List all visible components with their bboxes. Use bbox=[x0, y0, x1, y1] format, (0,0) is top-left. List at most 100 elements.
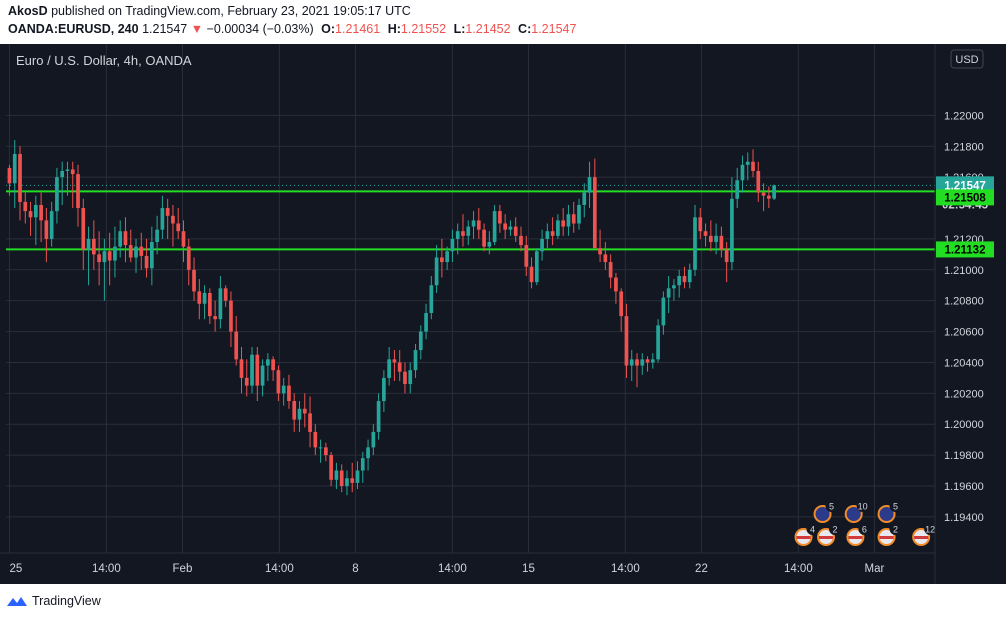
candle-body bbox=[271, 359, 275, 371]
candle bbox=[577, 198, 581, 230]
high-value: 1.21552 bbox=[400, 22, 447, 36]
candle-body bbox=[250, 354, 254, 386]
candle-body bbox=[708, 235, 713, 243]
time-axis[interactable]: 25 14:00 Feb 14:00 8 14:00 15 14:00 22 14:00 Mar bbox=[9, 563, 884, 575]
candle-body bbox=[745, 161, 750, 165]
price-tick-label: 1.20800 bbox=[944, 296, 984, 308]
candle bbox=[155, 215, 159, 255]
price-axis[interactable]: 1.220001.218001.216001.212001.210001.208… bbox=[944, 110, 984, 523]
candle bbox=[313, 424, 318, 456]
candle bbox=[202, 285, 207, 320]
level1-tag-text: 1.21508 bbox=[944, 192, 986, 204]
open-value: 1.21461 bbox=[335, 22, 381, 36]
price-chart[interactable]: 5 10 5 4 2 6 2 12 Euro / U.S. Dollar, 4h, OANDA… bbox=[0, 44, 1006, 584]
candle bbox=[761, 183, 766, 212]
candle bbox=[397, 350, 402, 381]
eu-event-flag[interactable]: 10 bbox=[844, 500, 869, 523]
candle-body bbox=[239, 359, 244, 378]
candle bbox=[392, 350, 397, 381]
event-count-bubble bbox=[924, 523, 937, 535]
eu-flag-icon bbox=[815, 507, 830, 521]
candle-body bbox=[445, 251, 450, 263]
candle bbox=[350, 462, 355, 493]
candle-body bbox=[171, 215, 175, 224]
currency-label[interactable]: USD bbox=[955, 54, 978, 66]
candle bbox=[86, 226, 91, 286]
candle-body bbox=[566, 214, 571, 227]
candle-body bbox=[7, 167, 12, 184]
candle bbox=[719, 226, 724, 258]
us-event-flag[interactable]: 2 bbox=[817, 523, 842, 546]
level2-tag-bg bbox=[936, 241, 994, 258]
eu-event-flag[interactable]: 5 bbox=[813, 500, 838, 523]
tradingview-logo-icon[interactable] bbox=[6, 594, 28, 608]
candle-body bbox=[39, 204, 43, 221]
candle-body bbox=[629, 359, 634, 366]
candle bbox=[724, 242, 729, 283]
brand-name[interactable]: TradingView bbox=[32, 594, 101, 608]
candle bbox=[181, 220, 186, 263]
candle bbox=[571, 201, 576, 233]
candle-body bbox=[81, 208, 86, 250]
candle-body bbox=[302, 408, 307, 414]
candle bbox=[70, 161, 75, 209]
chart-title: Euro / U.S. Dollar, 4h, OANDA bbox=[16, 53, 192, 68]
candle-body bbox=[508, 226, 513, 230]
author-name[interactable]: AkosD bbox=[8, 4, 48, 18]
candle bbox=[297, 401, 302, 432]
candle-body bbox=[455, 231, 460, 239]
eu-event-flag[interactable]: 5 bbox=[877, 500, 902, 523]
candle-body bbox=[719, 235, 724, 250]
candle bbox=[229, 291, 233, 348]
candle-body bbox=[12, 154, 17, 184]
low-label: L: bbox=[453, 22, 466, 36]
candle bbox=[366, 439, 370, 471]
candle-body bbox=[740, 164, 745, 181]
event-count-bubble bbox=[858, 523, 871, 535]
currency-button[interactable]: USD bbox=[950, 49, 984, 69]
candle-body bbox=[735, 180, 740, 199]
candle-body bbox=[513, 226, 518, 236]
candle-body bbox=[556, 220, 560, 236]
candle bbox=[413, 343, 418, 378]
candle bbox=[197, 279, 202, 320]
candle bbox=[635, 353, 639, 388]
price-tick-label: 1.19800 bbox=[944, 450, 984, 462]
candle-body bbox=[672, 285, 676, 289]
candle bbox=[33, 195, 38, 246]
candle bbox=[450, 229, 455, 263]
candle-body bbox=[519, 235, 523, 246]
candle-body bbox=[329, 455, 333, 480]
price-tick-label: 1.21000 bbox=[944, 265, 984, 277]
us-event-flag[interactable]: 12 bbox=[912, 523, 937, 546]
candle bbox=[149, 226, 154, 286]
event-count: 10 bbox=[858, 502, 868, 512]
us-event-flag[interactable]: 2 bbox=[877, 523, 902, 546]
candle bbox=[629, 350, 634, 381]
candle bbox=[28, 201, 33, 236]
currency-button-frame[interactable] bbox=[950, 49, 984, 69]
candle bbox=[677, 269, 682, 298]
candle-body bbox=[635, 359, 639, 366]
level2-tag-text: 1.21132 bbox=[945, 244, 986, 256]
candle bbox=[318, 439, 323, 463]
us-event-flag[interactable]: 4 bbox=[794, 523, 819, 546]
candle bbox=[281, 377, 286, 406]
candle bbox=[508, 220, 513, 236]
time-tick-label: Feb bbox=[173, 563, 193, 575]
price-change: −0.00034 (−0.03%) bbox=[206, 22, 314, 36]
candle bbox=[160, 195, 165, 239]
us-event-flag[interactable]: 6 bbox=[846, 523, 871, 546]
candle bbox=[714, 223, 718, 255]
candle bbox=[487, 231, 492, 255]
candle-body bbox=[308, 413, 312, 432]
candle bbox=[144, 238, 149, 278]
candle bbox=[266, 353, 270, 381]
flag-stripe bbox=[879, 536, 894, 539]
candle bbox=[740, 155, 745, 193]
candle-body bbox=[577, 204, 581, 224]
candle bbox=[672, 279, 676, 301]
candle bbox=[102, 238, 107, 301]
candle-body bbox=[761, 192, 766, 196]
candle-body bbox=[266, 359, 270, 366]
